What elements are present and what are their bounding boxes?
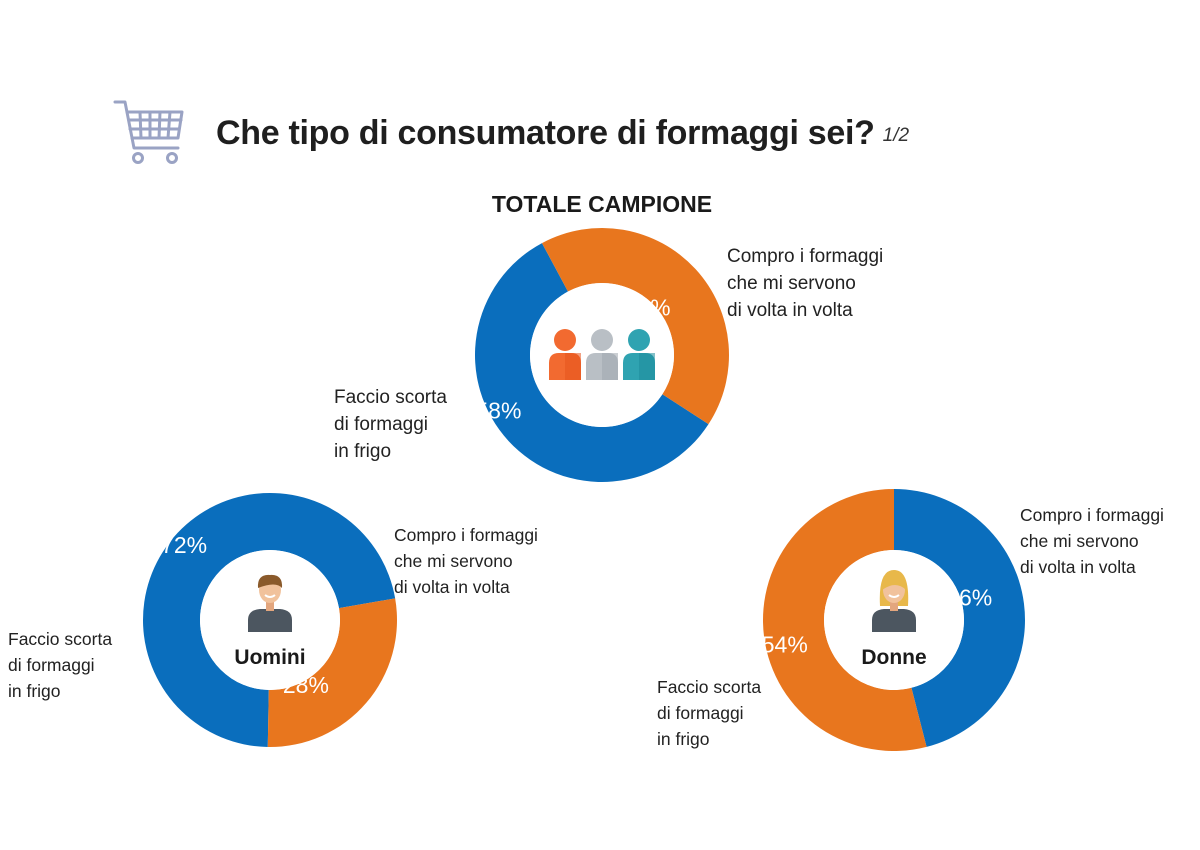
legend-line: Compro i formaggi (394, 525, 538, 545)
legend-line: Compro i formaggi (1020, 505, 1164, 525)
donut-chart-1: 58%42%TOTALE CAMPIONE (474, 191, 729, 482)
legend-line: di volta in volta (394, 577, 510, 597)
center-label: Uomini (234, 646, 305, 669)
data-label: 54% (762, 632, 808, 658)
legend-line: Faccio scorta (657, 677, 762, 697)
slice-compro (143, 493, 396, 747)
legend-scorta: Faccio scorta di formaggi in frigo (657, 674, 761, 752)
legend-line: di formaggi (657, 703, 744, 723)
data-label: 58% (475, 398, 521, 424)
donut-chart-2: 72%28%Uomini (143, 493, 397, 747)
legend-line: che mi servono (1020, 531, 1139, 551)
data-label: 72% (161, 532, 207, 558)
page-title: Che tipo di consumatore di formaggi sei? (216, 113, 875, 152)
man-avatar-icon (248, 574, 292, 632)
header: Che tipo di consumatore di formaggi sei?… (112, 98, 909, 168)
legend-line: Faccio scorta (8, 629, 113, 649)
legend-line: in frigo (334, 441, 392, 462)
page-indicator: 1/2 (882, 125, 910, 146)
legend-compro: Compro i formaggi che mi servono di volta … (394, 522, 538, 600)
legend-line: Compro i formaggi (727, 246, 884, 267)
slice-scorta (762, 489, 927, 751)
legend-line: Faccio scorta (334, 387, 447, 408)
legend-scorta: Faccio scorta di formaggi in frigo (334, 384, 447, 465)
legend-line: di formaggi (334, 414, 428, 435)
legend-line: di volta in volta (727, 300, 853, 321)
slice-scorta (267, 598, 397, 747)
group-of-people-icon (549, 329, 655, 380)
legend-compro: Compro i formaggi che mi servono di volta … (727, 243, 883, 324)
legend-line: che mi servono (394, 551, 513, 571)
chart-title: TOTALE CAMPIONE (492, 191, 712, 217)
slice-compro (894, 489, 1025, 747)
slice-compro (474, 243, 709, 482)
legend-line: in frigo (657, 729, 710, 749)
donut-chart-3: 46%54% Donne (762, 489, 1025, 751)
center-label: Donne (861, 646, 926, 669)
slice-scorta (541, 228, 729, 425)
woman-avatar-icon (872, 570, 916, 632)
legend-scorta: Faccio scorta di formaggi in frigo (8, 626, 112, 704)
shopping-cart-icon (113, 100, 184, 164)
legend-line: di volta in volta (1020, 557, 1136, 577)
legend-line: in frigo (8, 681, 61, 701)
legend-compro: Compro i formaggi che mi servono di volta … (1020, 502, 1164, 580)
legend-line: di formaggi (8, 655, 95, 675)
legend-line: che mi servono (727, 273, 856, 294)
